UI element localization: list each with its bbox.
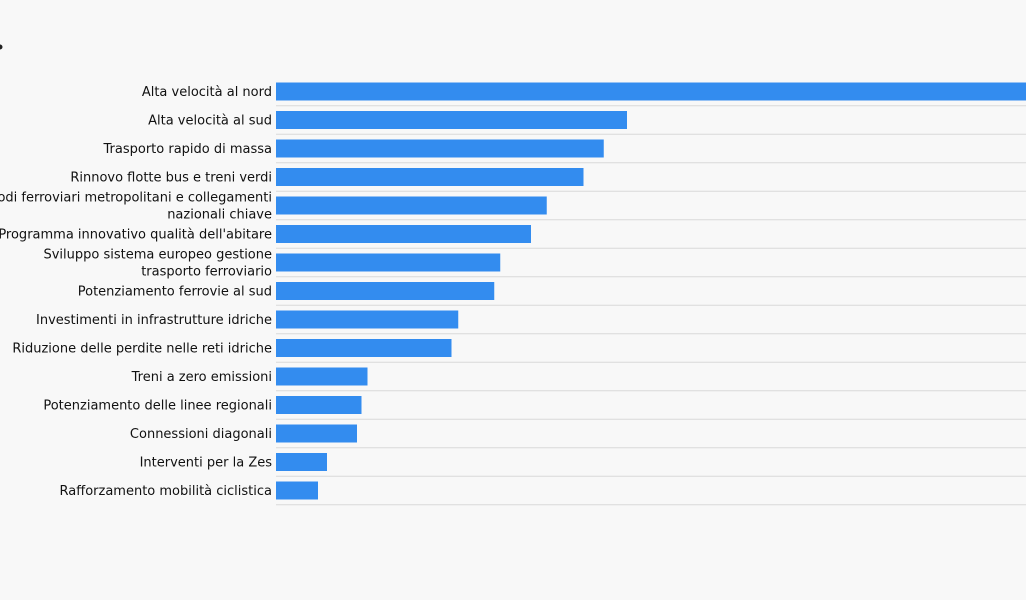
category-label: Sviluppo sistema europeo gestione traspor…	[43, 248, 272, 280]
bar[interactable]	[276, 82, 1026, 101]
category-label: Alta velocità al sud	[148, 114, 272, 129]
bar[interactable]	[276, 396, 362, 414]
category-label: Interventi per la Zes	[140, 456, 273, 471]
category-label: Treni a zero emissioni	[131, 370, 272, 385]
category-label: Riduzione delle perdite nelle reti idric…	[12, 342, 272, 357]
bar[interactable]	[276, 225, 531, 243]
category-label: Potenziamento delle linee regionali	[43, 399, 272, 414]
bar[interactable]	[276, 253, 501, 272]
category-label: Nodi ferroviari metropolitani e collegam…	[0, 191, 272, 223]
category-label: Rinnovo flotte bus e treni verdi	[70, 171, 272, 186]
category-label: Potenziamento ferrovie al sud	[78, 285, 272, 300]
bar[interactable]	[276, 139, 604, 158]
category-label: Investimenti in infrastrutture idriche	[36, 313, 272, 328]
bar[interactable]	[276, 111, 627, 129]
bar[interactable]	[276, 168, 584, 186]
category-label: Alta velocità al nord	[142, 85, 272, 100]
chart-rows: Alta velocità al nord Alta velocità al su…	[0, 82, 1026, 506]
bar[interactable]	[276, 196, 547, 215]
bar[interactable]	[276, 453, 327, 471]
bar[interactable]	[276, 481, 318, 500]
bar[interactable]	[276, 310, 459, 329]
category-label: Trasporto rapido di massa	[103, 142, 273, 157]
category-label: Connessioni diagonali	[130, 427, 272, 442]
bar[interactable]	[276, 282, 495, 300]
bar[interactable]	[276, 339, 452, 357]
legend-marker-fragment	[0, 44, 3, 50]
category-label: Programma innovativo qualità dell'abitar…	[0, 228, 272, 243]
bar[interactable]	[276, 367, 368, 386]
bar[interactable]	[276, 424, 357, 443]
category-label: Rafforzamento mobilità ciclistica	[60, 484, 272, 499]
